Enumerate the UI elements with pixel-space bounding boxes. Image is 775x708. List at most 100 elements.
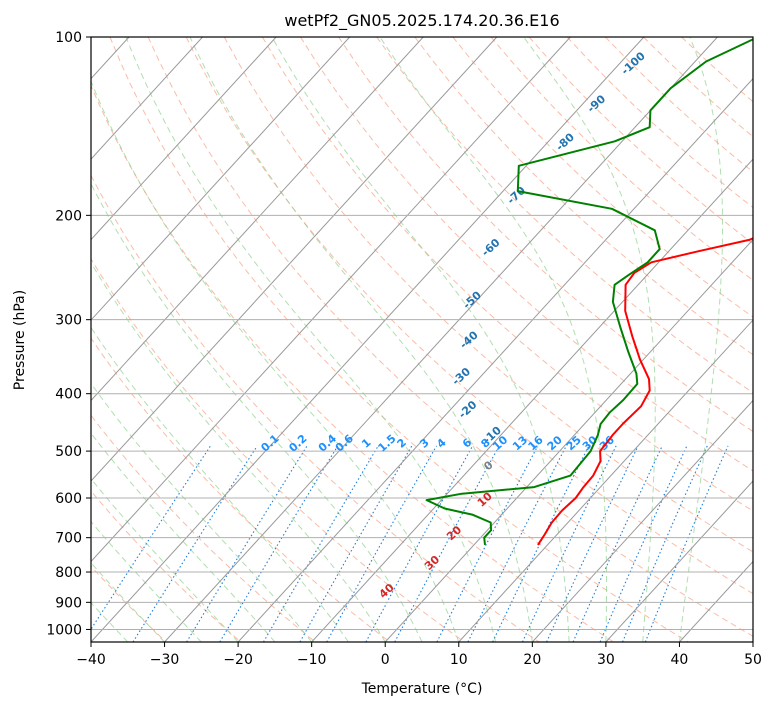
- background-lines: [91, 37, 753, 642]
- dry-adiabat: [109, 37, 689, 642]
- mixing-ratio-label: 16: [526, 433, 546, 453]
- dry-adiabat: [681, 37, 753, 103]
- moist-adiabat: [91, 432, 276, 642]
- moist-adiabat: [379, 37, 607, 642]
- dry-adiabat: [528, 37, 753, 245]
- dry-adiabat: [338, 37, 753, 433]
- mixing-ratio-line: [622, 445, 708, 642]
- mixing-ratio-line: [132, 445, 258, 642]
- temperature-line: [537, 237, 753, 546]
- x-axis: −40 −30 −20 −10 0 10 20 30 40 50: [76, 642, 762, 668]
- mixing-ratio-line: [467, 445, 567, 642]
- theta-label: -60: [479, 236, 503, 259]
- y-tick-label: 900: [55, 595, 82, 611]
- moist-adiabat: [91, 182, 423, 642]
- x-tick-label: 40: [671, 652, 689, 668]
- isotherm: [237, 77, 753, 642]
- isotherm: [458, 319, 753, 642]
- dry-adiabat: [185, 37, 753, 595]
- dry-adiabat: [223, 37, 753, 553]
- x-tick-label: 10: [450, 652, 468, 668]
- mixing-ratio-line: [219, 445, 339, 642]
- x-tick-label: −30: [150, 652, 180, 668]
- isotherm: [91, 37, 203, 160]
- dry-adiabat: [643, 37, 753, 138]
- x-tick-label: 20: [523, 652, 541, 668]
- theta-label: -30: [450, 365, 474, 388]
- dewpoint-line: [425, 38, 753, 546]
- y-tick-label: 300: [55, 313, 82, 329]
- mixing-ratio-line: [365, 445, 474, 642]
- chart-title: wetPf2_GN05.2025.174.20.36.E16: [284, 11, 559, 31]
- y-tick-label: 400: [55, 387, 82, 403]
- moist-adiabat-label: 40: [377, 581, 397, 601]
- moist-adiabat: [271, 37, 570, 642]
- x-tick-label: 30: [597, 652, 615, 668]
- mixing-ratio-label: 4: [434, 436, 449, 451]
- dry-adiabat: [261, 37, 753, 512]
- x-tick-label: −40: [76, 652, 106, 668]
- moist-adiabat: [523, 37, 656, 642]
- isotherm: [605, 480, 753, 642]
- isotherm: [91, 37, 424, 402]
- dry-adiabat: [566, 37, 753, 209]
- x-tick-label: 0: [381, 652, 390, 668]
- isotherm: [531, 399, 753, 642]
- theta-label: -90: [585, 92, 609, 115]
- theta-label: -80: [553, 130, 577, 153]
- mixing-ratio-line: [644, 445, 729, 642]
- theta-label: -70: [505, 184, 529, 207]
- mixing-ratio-line: [521, 445, 617, 642]
- y-tick-label: 1000: [46, 622, 82, 638]
- theta-label: -100: [619, 49, 648, 77]
- theta-label: -50: [460, 289, 484, 312]
- dry-adiabat: [91, 84, 614, 642]
- theta-label: -40: [457, 328, 481, 351]
- mixing-ratio-line: [599, 445, 688, 642]
- mixing-ratio-line: [394, 445, 500, 642]
- mixing-ratio-line: [436, 445, 539, 642]
- x-tick-label: −20: [223, 652, 253, 668]
- isotherm: [311, 158, 753, 642]
- mixing-ratio-line: [91, 445, 211, 631]
- moist-adiabat-label: 20: [444, 523, 464, 543]
- dry-adiabat: [452, 37, 753, 318]
- y-tick-label: 700: [55, 531, 82, 547]
- profile-lines: [425, 38, 753, 546]
- moist-adiabat: [91, 326, 349, 642]
- mixing-ratio-line: [186, 445, 308, 642]
- theta-label: -20: [456, 398, 480, 421]
- dry-adiabat: [91, 414, 316, 642]
- mixing-ratio-label: 3: [417, 436, 431, 451]
- dry-adiabat: [91, 565, 167, 642]
- y-tick-label: 600: [55, 491, 82, 507]
- mixing-ratio-label: 1: [359, 436, 373, 451]
- moist-adiabat: [91, 261, 386, 642]
- dry-adiabat: [91, 490, 242, 642]
- y-tick-label: 200: [55, 208, 82, 224]
- y-tick-label: 100: [55, 30, 82, 46]
- x-tick-label: 50: [744, 652, 762, 668]
- isotherm: [679, 560, 753, 642]
- mixing-ratio-line: [263, 445, 379, 642]
- y-axis-label: Pressure (hPa): [12, 290, 28, 390]
- dry-adiabat: [604, 37, 753, 173]
- x-axis-label: Temperature (°C): [361, 681, 483, 697]
- y-tick-label: 800: [55, 565, 82, 581]
- dry-adiabat: [147, 37, 753, 637]
- x-tick-label: −10: [297, 652, 327, 668]
- y-tick-label: 500: [55, 444, 82, 460]
- dry-adiabat: [91, 257, 465, 642]
- moist-adiabat: [678, 37, 723, 642]
- dry-adiabat: [91, 174, 540, 642]
- dry-adiabat: [91, 337, 391, 642]
- isotherm: [752, 641, 753, 642]
- mixing-ratio-line: [492, 445, 590, 642]
- dry-adiabat: [300, 37, 753, 472]
- moist-adiabat: [125, 37, 497, 642]
- dry-adiabat: [414, 37, 753, 356]
- isotherm: [91, 37, 498, 482]
- dry-adiabat: [376, 37, 753, 394]
- isotherm: [384, 238, 753, 642]
